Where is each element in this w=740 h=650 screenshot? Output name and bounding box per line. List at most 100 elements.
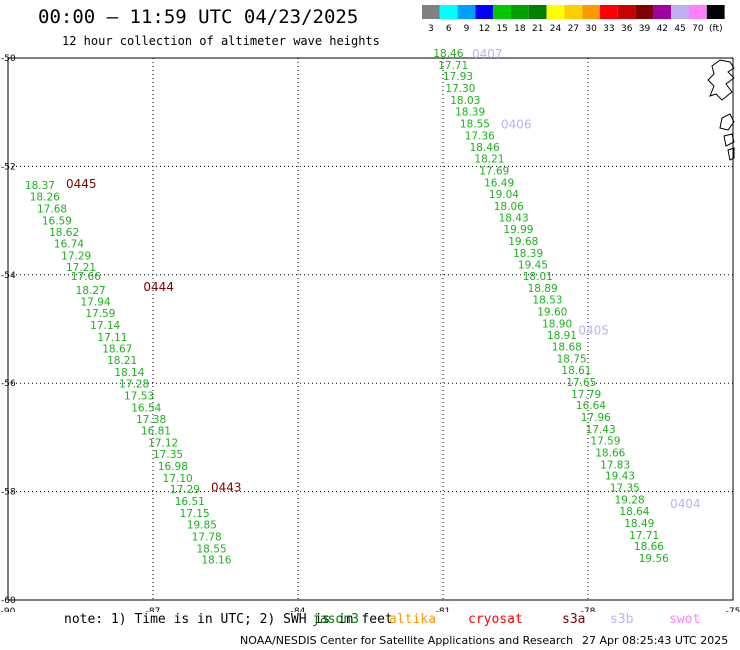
legend-unit: (ft) (709, 24, 723, 34)
legend-swatch (493, 5, 511, 19)
legend-label: 3 (428, 24, 434, 34)
wave-height-label: 17.66 (71, 271, 101, 283)
legend-label: 21 (532, 24, 543, 34)
wave-height-label: 17.71 (629, 530, 659, 542)
wave-height-label: 17.53 (124, 390, 154, 402)
y-tick-label: -52 (1, 162, 16, 172)
wave-height-label: 19.99 (503, 224, 533, 236)
wave-height-label: 17.10 (163, 473, 193, 485)
wave-height-label: 17.43 (586, 424, 616, 436)
wave-height-label: 18.67 (102, 343, 132, 355)
footer-timestamp: 27 Apr 08:25:43 UTC 2025 (582, 634, 729, 647)
grid (7, 57, 734, 601)
wave-height-label: 18.21 (107, 355, 137, 367)
wave-height-label: 18.90 (542, 318, 572, 330)
y-tick-label: -50 (1, 54, 16, 64)
wave-height-label: 18.62 (49, 227, 79, 239)
wave-height-label: 18.27 (76, 285, 106, 297)
wave-height-label: 17.38 (136, 414, 166, 426)
wave-height-label: 19.45 (518, 259, 548, 271)
wave-height-label: 16.54 (131, 402, 161, 414)
legend-swatch (422, 5, 440, 19)
wave-height-label: 17.12 (148, 438, 178, 450)
legend-label: 36 (621, 24, 633, 34)
legend-swatch (617, 5, 636, 19)
legend-swatch (689, 5, 707, 19)
wave-height-label: 19.04 (489, 189, 519, 201)
satellite-s3b: s3b (610, 612, 634, 627)
satellite-altika: altika (389, 612, 436, 627)
legend-label: 24 (550, 24, 562, 34)
wave-height-label: 18.66 (634, 541, 664, 553)
wave-height-label: 17.11 (97, 332, 127, 344)
legend-swatch (653, 5, 672, 19)
y-tick-label: -56 (1, 379, 16, 389)
axis-ticks: -90 -87 -84 -81 -78 -75 -50 -52 -54 -56 -58 -60 (1, 54, 740, 612)
note-text: note: 1) Time is in UTC; 2) SWH is in fe… (64, 612, 393, 627)
pass-id-label: 0405 (578, 323, 609, 337)
x-tick-label: -90 (1, 607, 16, 612)
satellite-jason3: jason3 (312, 612, 359, 627)
wave-height-label: 17.79 (571, 389, 601, 401)
wave-height-label: 17.59 (85, 308, 115, 320)
legend-swatch (528, 5, 547, 19)
wave-height-label: 18.64 (619, 506, 649, 518)
x-tick-label: -87 (146, 607, 161, 612)
legend-label: 15 (496, 24, 507, 34)
wave-height-label: 18.55 (460, 118, 490, 130)
legend-label: 6 (446, 24, 452, 34)
wave-height-label: 16.98 (158, 461, 188, 473)
wave-height-label: 18.66 (595, 447, 625, 459)
pass-labels: 0445 0444 0443 0407 0406 0405 0404 (66, 47, 701, 511)
wave-height-label: 17.29 (170, 484, 200, 496)
wave-height-label: 19.68 (508, 236, 538, 248)
wave-height-label: 17.35 (153, 449, 183, 461)
legend-swatch (439, 5, 458, 19)
legend-swatch (511, 5, 529, 19)
wave-height-label: 17.30 (445, 83, 475, 95)
wave-height-label: 17.15 (180, 508, 210, 520)
wave-height-label: 17.69 (479, 166, 509, 178)
wave-height-label: 16.64 (576, 400, 606, 412)
wave-height-label: 17.93 (443, 71, 473, 83)
wave-height-label: 16.74 (54, 239, 84, 251)
pass-id-label: 0443 (211, 481, 242, 495)
legend-swatch (706, 5, 725, 19)
wave-height-label: 18.53 (532, 295, 562, 307)
wave-height-label: 17.96 (581, 412, 611, 424)
wave-height-label: 17.71 (438, 60, 468, 72)
wave-height-label: 18.14 (114, 367, 144, 379)
y-tick-label: -58 (1, 488, 16, 498)
x-tick-label: -78 (581, 607, 596, 612)
x-tick-label: -84 (291, 607, 306, 612)
wave-height-label: 17.94 (81, 297, 111, 309)
wave-height-label: 18.91 (547, 330, 577, 342)
coastline-segment (723, 133, 735, 147)
wave-height-label: 16.49 (484, 177, 514, 189)
pass-id-label: 0444 (143, 280, 174, 294)
wave-height-label: 16.59 (42, 215, 72, 227)
wave-height-label: 18.46 (470, 142, 500, 154)
wave-height-label: 18.39 (513, 248, 543, 260)
wave-height-label: 17.65 (566, 377, 596, 389)
color-legend: 3 6 9 12 15 18 21 24 27 30 33 36 39 42 45 70 (ft) (422, 5, 725, 34)
legend-label: 33 (603, 24, 614, 34)
legend-swatch (671, 5, 689, 19)
wave-height-label: 17.78 (192, 531, 222, 543)
wave-height-label: 19.60 (537, 306, 567, 318)
wave-height-plot: 3 6 9 12 15 18 21 24 27 30 33 36 39 42 45 70 (ft) -90 -87… (1, 5, 740, 612)
wave-height-label: 19.43 (605, 471, 635, 483)
legend-label: 30 (585, 24, 597, 34)
pass-id-label: 0406 (501, 117, 532, 131)
wave-height-label: 18.89 (528, 283, 558, 295)
pass-id-label: 0404 (670, 497, 701, 511)
legend-swatch (457, 5, 476, 19)
chart-subtitle: 12 hour collection of altimeter wave hei… (62, 34, 380, 48)
wave-height-label: 18.03 (450, 95, 480, 107)
y-tick-label: -54 (1, 271, 16, 281)
legend-label: 12 (479, 24, 490, 34)
wave-height-label: 18.16 (201, 555, 231, 567)
wave-height-label: 17.21 (66, 262, 96, 274)
wave-height-label: 19.28 (615, 495, 645, 507)
wave-height-label: 18.75 (557, 354, 587, 366)
